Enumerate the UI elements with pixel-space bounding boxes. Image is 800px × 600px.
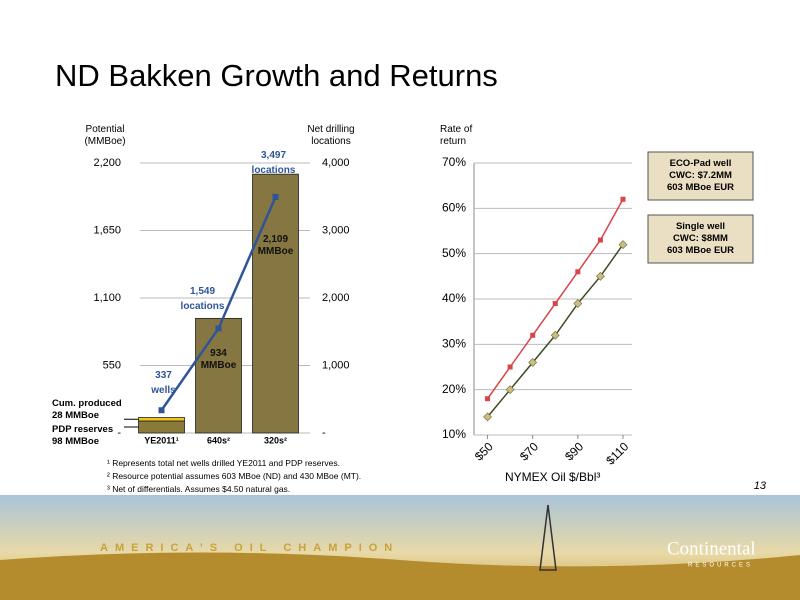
legend-entry: Single well CWC: $8MM 603 MBoe EUR	[666, 221, 735, 256]
y-axis-label: Rate of return	[440, 124, 473, 147]
legend-box	[647, 214, 754, 264]
brand: Continental	[667, 538, 756, 559]
data-label: 934 MMBoe	[200, 348, 237, 372]
y2-axis-label: Net drilling locations	[307, 124, 355, 147]
y-axis-label: Potential (MMBoe)	[84, 124, 126, 147]
page-number: 13	[754, 480, 767, 492]
x-tick-label: 320s²	[264, 435, 287, 445]
data-label: Cum. produced 28 MMBoe	[52, 398, 122, 422]
y-tick-label: -	[117, 427, 121, 439]
marker	[618, 240, 628, 250]
marker	[573, 299, 583, 308]
line-marker	[158, 407, 165, 414]
y-tick-label: 20%	[442, 382, 466, 396]
slogan: AMERICA’S OIL CHAMPION	[100, 542, 399, 554]
marker	[595, 271, 605, 281]
marker	[528, 358, 538, 367]
line-marker	[272, 193, 279, 200]
marker	[530, 332, 536, 338]
bar	[195, 317, 242, 434]
x-tick-label: YE2011¹	[144, 435, 179, 445]
x-tick-label: 640s²	[207, 435, 230, 445]
slide-title: ND Bakken Growth and Returns	[55, 58, 498, 93]
line-marker	[215, 325, 222, 332]
footnote: ¹ Represents total net wells drilled YE2…	[107, 458, 340, 468]
y-tick-label: 550	[103, 359, 121, 371]
legend-entry: ECO-Pad well CWC: $7.2MM 603 MBoe EUR	[666, 158, 735, 193]
y-tick-label: 70%	[442, 155, 466, 169]
footnote: ³ Net of differentials. Assumes $4.50 na…	[107, 484, 291, 494]
y2-tick-label: 3,000	[322, 224, 350, 236]
marker	[575, 269, 581, 275]
marker	[620, 196, 626, 202]
y2-tick-label: 1,000	[322, 359, 350, 371]
y-tick-label: 40%	[442, 291, 466, 305]
marker	[597, 237, 603, 243]
data-label: PDP reserves 98 MMBoe	[52, 423, 114, 447]
marker	[505, 385, 515, 395]
data-label: 3,497 locations	[251, 149, 296, 176]
y-tick-label: 1,100	[93, 292, 121, 304]
y-tick-label: 60%	[442, 201, 466, 215]
y-tick-label: 10%	[442, 427, 466, 441]
marker	[552, 301, 558, 307]
y2-tick-label: 2,000	[322, 292, 350, 304]
derrick	[539, 504, 557, 571]
marker	[550, 330, 560, 340]
brand-sub: RESOURCES	[688, 563, 753, 569]
marker	[507, 364, 513, 370]
bar	[138, 420, 185, 434]
marker	[483, 412, 492, 422]
legend-box	[647, 151, 754, 201]
data-label: 337 wells	[151, 370, 176, 397]
y2-tick-label: 4,000	[322, 157, 350, 169]
footnote: ² Resource potential assumes 603 MBoe (N…	[107, 471, 362, 481]
bar	[138, 417, 185, 422]
field	[0, 552, 800, 600]
y-tick-label: 30%	[442, 337, 466, 351]
x-axis-label: NYMEX Oil $/Bbl³	[505, 470, 601, 484]
y-tick-label: 50%	[442, 246, 466, 260]
y2-tick-label: -	[322, 427, 326, 439]
marker	[485, 396, 491, 402]
data-label: 2,109 MMBoe	[257, 234, 294, 258]
y-tick-label: 2,200	[93, 157, 121, 169]
data-label: 1,549 locations	[180, 286, 225, 313]
y-tick-label: 1,650	[93, 224, 121, 236]
bar	[252, 173, 299, 434]
